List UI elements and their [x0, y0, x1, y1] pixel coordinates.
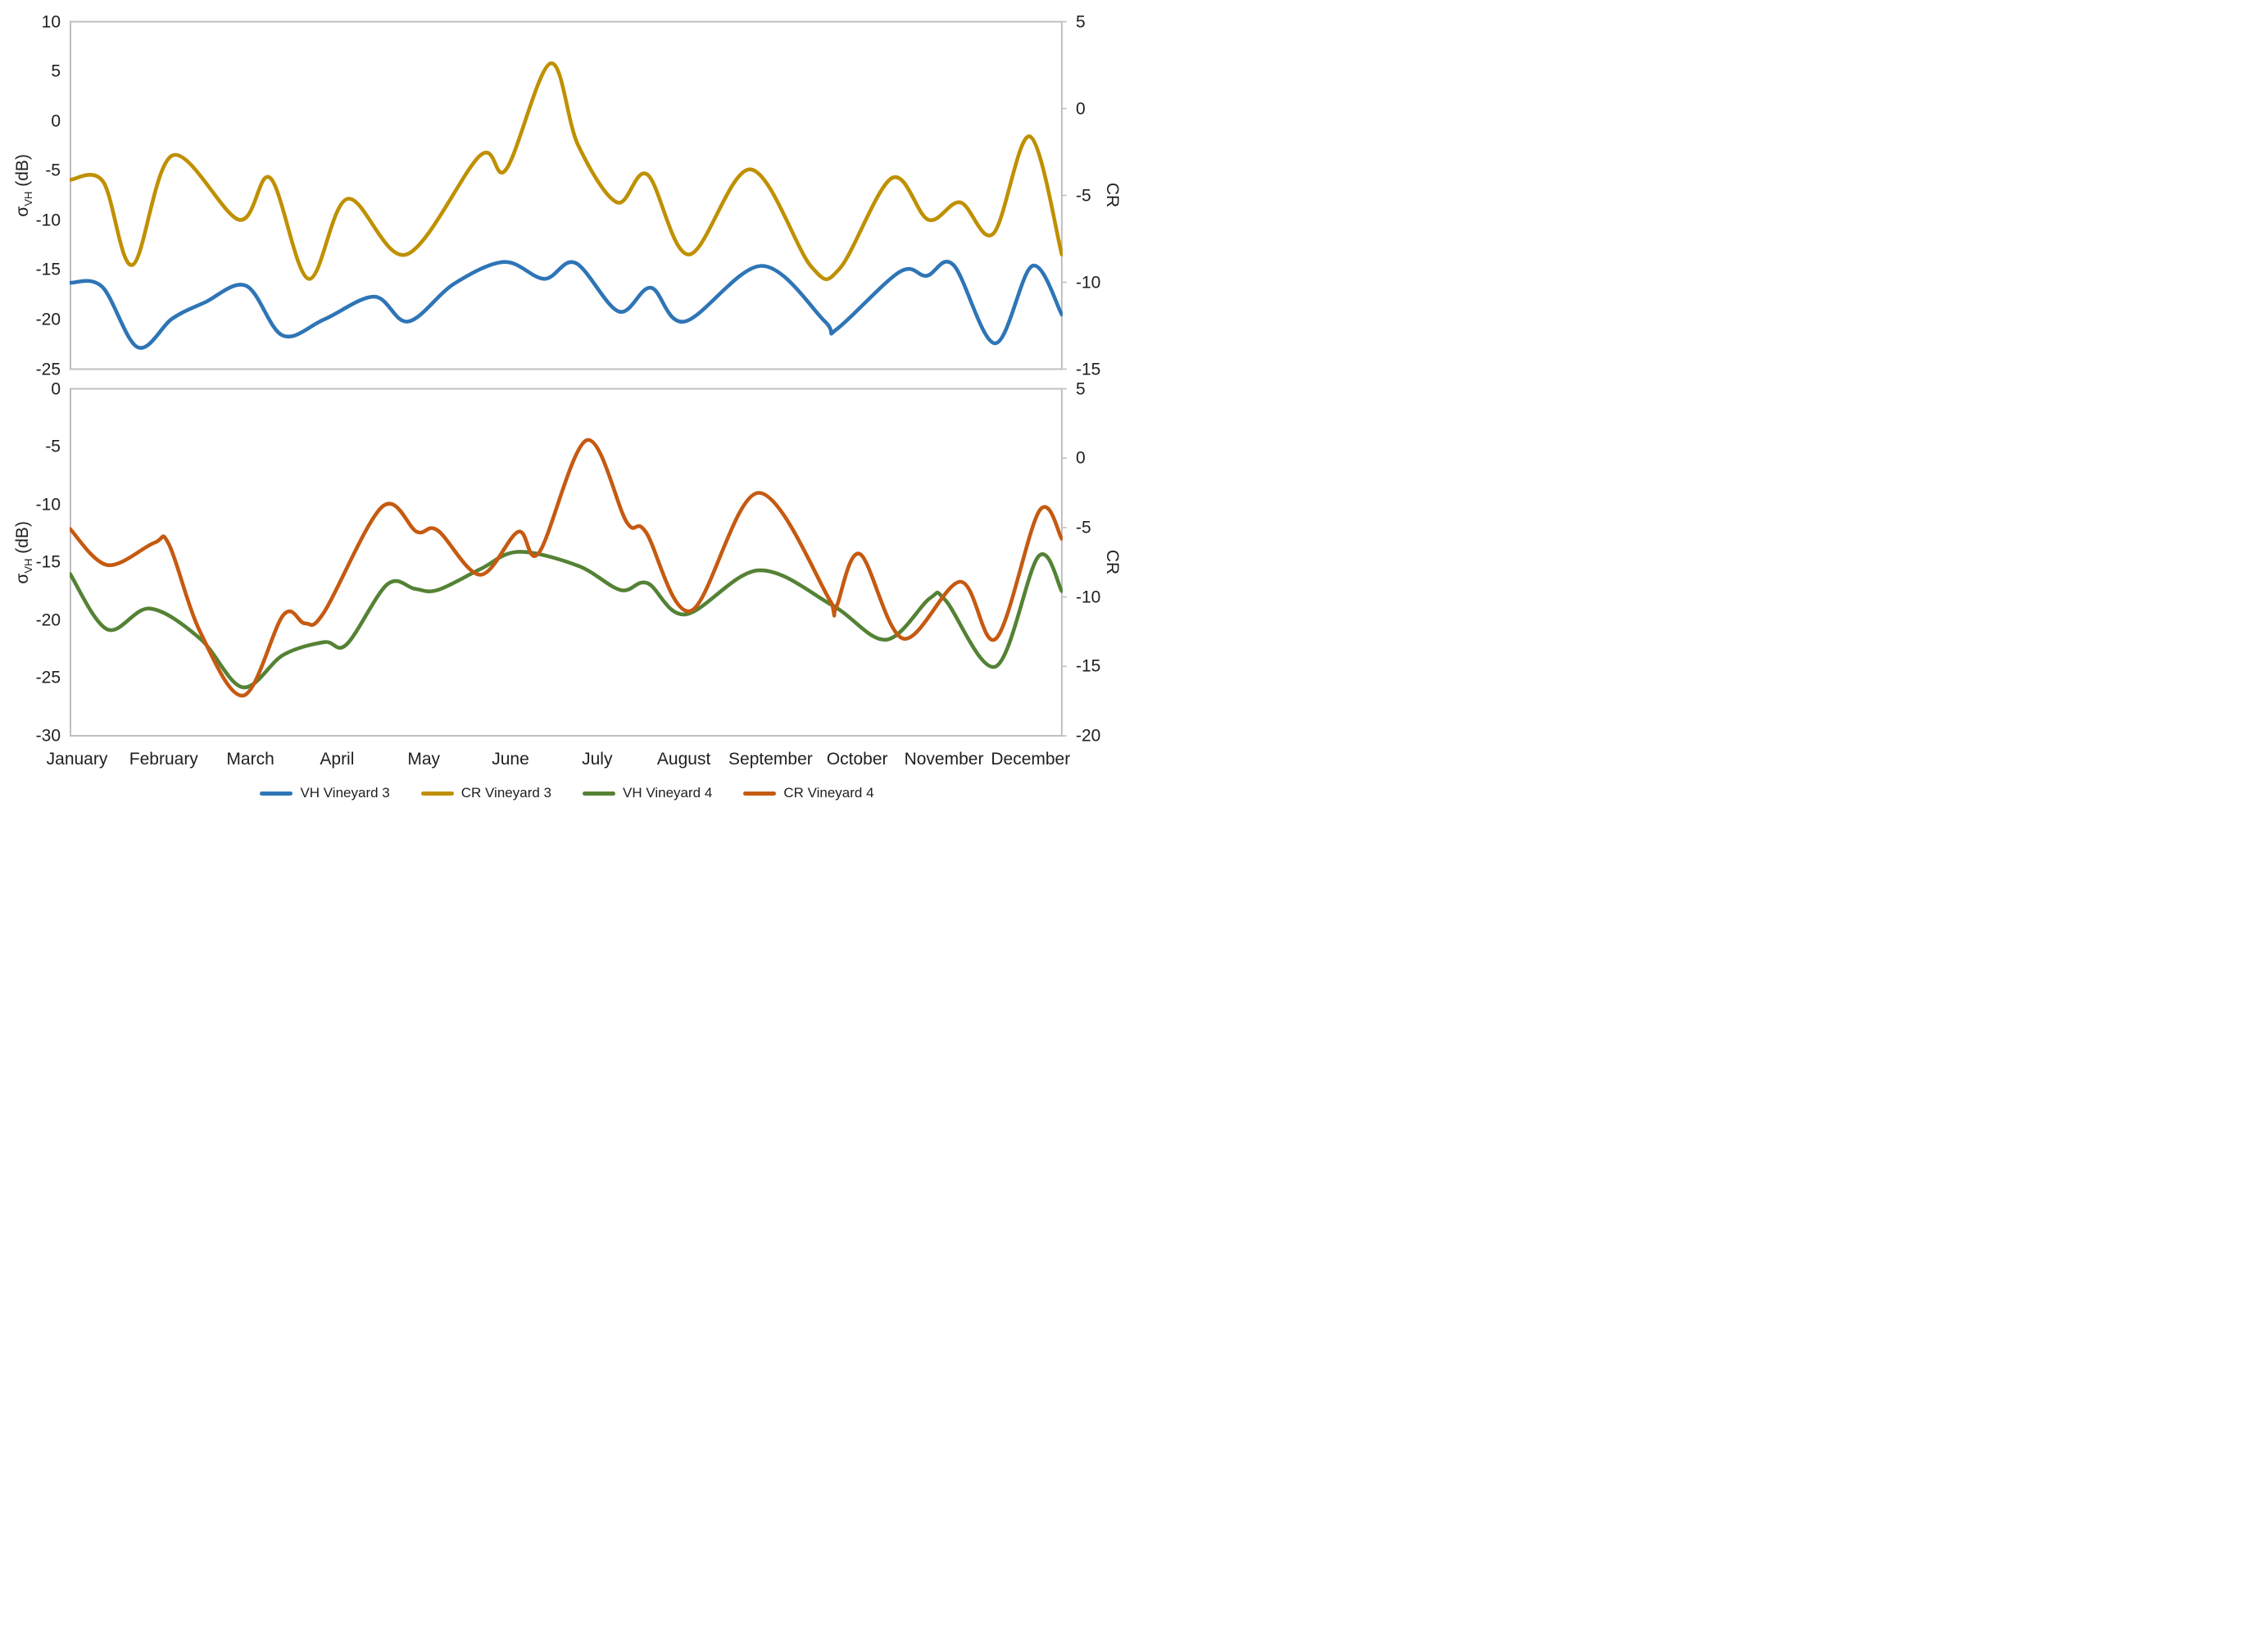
right-axis-tick-label: -5 — [1076, 186, 1091, 205]
left-axis-tick-label: -10 — [35, 495, 61, 515]
vh-vineyard-4-line — [70, 550, 1063, 690]
right-axis-tick-label: -5 — [1076, 518, 1091, 538]
legend-swatch — [260, 791, 293, 796]
y-axis-title-cr-bottom: CR — [1103, 549, 1122, 575]
sigma-symbol: σ — [12, 206, 32, 217]
legend-swatch — [743, 791, 777, 796]
legend: VH Vineyard 3 CR Vineyard 3 VH Vineyard 4 C… — [0, 785, 1134, 801]
legend-label: VH Vineyard 4 — [623, 785, 713, 801]
right-axis-tick-label: -15 — [1076, 360, 1101, 379]
right-axis-tick-label: 5 — [1076, 379, 1086, 398]
y-axis-title-sigma-bottom: σVH (dB) — [0, 521, 54, 603]
right-axis-tick-label: -10 — [1076, 587, 1101, 607]
right-axis-tick-label: 5 — [1076, 12, 1086, 31]
x-tick-label-april: April — [320, 750, 355, 769]
left-axis-tick-label: -15 — [35, 260, 61, 279]
x-tick-label-january: January — [46, 750, 108, 769]
left-axis-tick-label: 0 — [51, 379, 61, 398]
legend-item-cr-vineyard-3: CR Vineyard 3 — [420, 785, 551, 801]
y-axis-title-sigma-top: σVH (dB) — [0, 154, 54, 236]
left-axis-tick-label: 10 — [41, 12, 61, 31]
legend-label: CR Vineyard 4 — [783, 785, 874, 801]
left-axis-tick-label: -25 — [35, 668, 61, 687]
left-axis-tick-label: 5 — [51, 61, 61, 81]
right-axis-tick-label: -20 — [1076, 726, 1101, 746]
sigma-subscript: VH — [22, 558, 35, 574]
sigma-unit: (dB) — [12, 154, 32, 192]
x-tick-label-october: October — [826, 750, 888, 769]
sigma-unit: (dB) — [12, 521, 32, 559]
legend-item-vh-vineyard-4: VH Vineyard 4 — [583, 785, 712, 801]
left-axis-tick-label: -30 — [35, 726, 61, 746]
x-tick-label-august: August — [656, 750, 711, 769]
legend-swatch — [583, 791, 615, 796]
cr-vineyard-3-line — [70, 61, 1063, 282]
right-axis-tick-label: 0 — [1076, 99, 1086, 118]
left-axis-tick-label: -15 — [35, 552, 61, 572]
left-axis-tick-label: -25 — [35, 360, 61, 379]
vh-vineyard-3-line — [70, 260, 1063, 350]
x-tick-label-february: February — [129, 750, 198, 769]
right-axis-tick-label: -15 — [1076, 656, 1101, 676]
x-tick-label-june: June — [492, 750, 529, 769]
x-tick-label-may: May — [407, 750, 441, 769]
plot-border-bottom — [70, 388, 1063, 737]
legend-item-cr-vineyard-4: CR Vineyard 4 — [743, 785, 874, 801]
left-axis-tick-label: -20 — [35, 610, 61, 630]
left-axis-tick-label: 0 — [51, 111, 61, 131]
x-tick-label-november: November — [904, 750, 984, 769]
left-axis-tick-label: -20 — [35, 310, 61, 329]
x-tick-label-december: December — [991, 750, 1071, 769]
cr-vineyard-4-line — [70, 438, 1063, 698]
left-axis-tick-label: -10 — [35, 211, 61, 230]
chart-canvas — [70, 20, 1067, 737]
legend-label: VH Vineyard 3 — [300, 785, 390, 801]
left-axis-tick-label: -5 — [45, 161, 61, 180]
left-axis-tick-label: -5 — [45, 437, 61, 456]
sigma-symbol: σ — [12, 573, 32, 584]
x-tick-label-march: March — [226, 750, 274, 769]
legend-label: CR Vineyard 3 — [460, 785, 551, 801]
right-axis-tick-label: 0 — [1076, 448, 1086, 468]
legend-swatch — [420, 791, 454, 796]
right-axis-tick-label: -10 — [1076, 273, 1101, 292]
legend-item-vh-vineyard-3: VH Vineyard 3 — [260, 785, 390, 801]
dual-panel-line-chart: 10 5 0 -5 -10 -15 -20 -25 5 0 -5 -10 -15 0 -5 -10 -15 -20… — [0, 0, 1134, 821]
x-tick-label-september: September — [728, 750, 813, 769]
sigma-subscript: VH — [22, 191, 35, 206]
y-axis-title-cr-top: CR — [1103, 182, 1122, 208]
x-tick-label-july: July — [582, 750, 613, 769]
